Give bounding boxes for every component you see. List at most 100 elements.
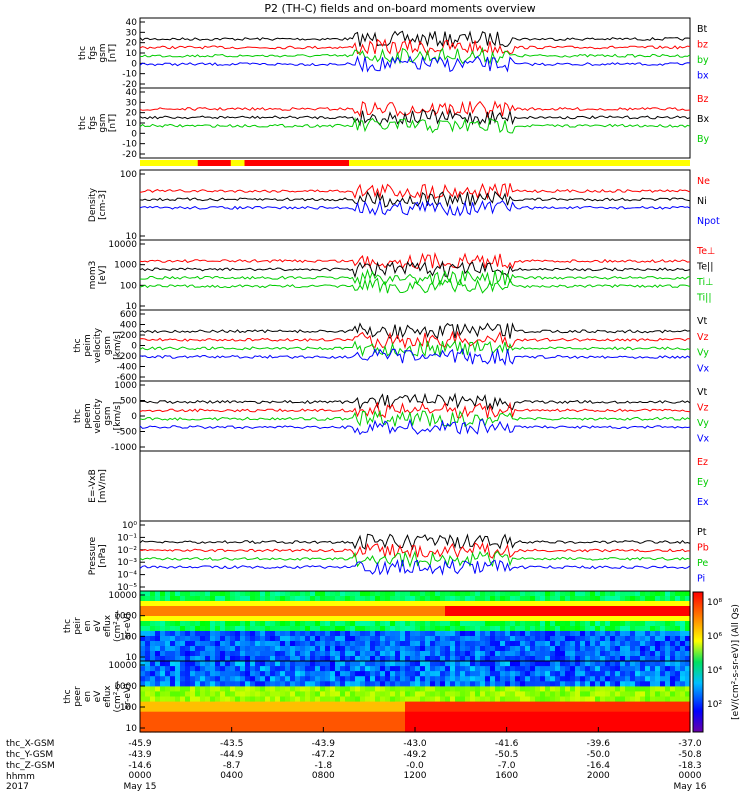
- spectrogram-cell: [585, 716, 591, 723]
- spectrogram-cell: [440, 631, 446, 637]
- spectrogram-cell: [490, 726, 496, 733]
- spectrogram-cell: [215, 716, 221, 723]
- spectrogram-cell: [675, 636, 681, 642]
- spectrogram-cell: [355, 666, 361, 672]
- spectrogram-cell: [335, 686, 341, 693]
- spectrogram-cell: [440, 656, 446, 662]
- spectrogram-cell: [400, 621, 406, 627]
- spectrogram-cell: [295, 716, 301, 723]
- spectrogram-cell: [155, 721, 161, 728]
- spectrogram-cell: [355, 686, 361, 693]
- spectrogram-cell: [485, 591, 491, 597]
- spectrogram-cell: [570, 726, 576, 733]
- spectrogram-cell: [515, 666, 521, 672]
- spectrogram-cell: [510, 666, 516, 672]
- spectrogram-cell: [580, 591, 586, 597]
- spectrogram-cell: [555, 591, 561, 597]
- spectrogram-cell: [435, 601, 441, 607]
- spectrogram-cell: [595, 726, 601, 733]
- spectrogram-cell: [570, 681, 576, 687]
- spectrogram-cell: [165, 671, 171, 677]
- spectrogram-cell: [445, 621, 451, 627]
- indicator-yellow: [140, 160, 690, 166]
- spectrogram-cell: [355, 701, 361, 708]
- spectrogram-cell: [285, 606, 291, 612]
- spectrogram-cell: [275, 706, 281, 713]
- spectrogram-cell: [420, 676, 426, 682]
- spectrogram-cell: [400, 691, 406, 698]
- spectrogram-cell: [560, 671, 566, 677]
- spectrogram-cell: [405, 626, 411, 632]
- spectrogram-cell: [255, 591, 261, 597]
- spectrogram-cell: [495, 716, 501, 723]
- spectrogram-cell: [545, 726, 551, 733]
- spectrogram-cell: [225, 621, 231, 627]
- spectrogram-cell: [540, 681, 546, 687]
- spectrogram-cell: [255, 616, 261, 622]
- spectrogram-cell: [475, 671, 481, 677]
- spectrogram-cell: [440, 591, 446, 597]
- spectrogram-cell: [295, 596, 301, 602]
- spectrogram-cell: [420, 596, 426, 602]
- spectrogram-cell: [660, 716, 666, 723]
- spectrogram-cell: [395, 686, 401, 693]
- spectrogram-cell: [355, 596, 361, 602]
- spectrogram-cell: [350, 716, 356, 723]
- spectrogram-cell: [555, 631, 561, 637]
- spectrogram-cell: [435, 726, 441, 733]
- spectrogram-cell: [335, 671, 341, 677]
- spectrogram-cell: [505, 591, 511, 597]
- spectrogram-cell: [560, 696, 566, 703]
- spectrogram-cell: [620, 611, 626, 617]
- spectrogram-cell: [160, 701, 166, 708]
- spectrogram-cell: [195, 591, 201, 597]
- spectrogram-cell: [180, 681, 186, 687]
- spectrogram-cell: [465, 671, 471, 677]
- spectrogram-cell: [290, 621, 296, 627]
- spectrogram-cell: [350, 616, 356, 622]
- spectrogram-cell: [365, 651, 371, 657]
- spectrogram-cell: [630, 661, 636, 667]
- spectrogram-cell: [310, 621, 316, 627]
- spectrogram-cell: [345, 606, 351, 612]
- spectrogram-cell: [180, 696, 186, 703]
- spectrogram-cell: [580, 666, 586, 672]
- spectrogram-cell: [505, 596, 511, 602]
- spectrogram-cell: [480, 686, 486, 693]
- spectrogram-cell: [375, 601, 381, 607]
- spectrogram-cell: [150, 591, 156, 597]
- spectrogram-cell: [610, 651, 616, 657]
- spectrogram-cell: [160, 651, 166, 657]
- spectrogram-cell: [345, 591, 351, 597]
- spectrogram-cell: [555, 666, 561, 672]
- spectrogram-cell: [460, 646, 466, 652]
- spectrogram-cell: [660, 651, 666, 657]
- spectrogram-cell: [645, 666, 651, 672]
- spectrogram-cell: [410, 691, 416, 698]
- spectrogram-cell: [415, 626, 421, 632]
- spectrogram-cell: [635, 651, 641, 657]
- spectrogram-cell: [575, 616, 581, 622]
- spectrogram-cell: [555, 651, 561, 657]
- spectrogram-cell: [315, 666, 321, 672]
- spectrogram-cell: [675, 711, 681, 718]
- spectrogram-cell: [430, 701, 436, 708]
- spectrogram-cell: [570, 596, 576, 602]
- spectrogram-cell: [360, 596, 366, 602]
- series-line-bx: [139, 108, 691, 127]
- spectrogram-cell: [235, 626, 241, 632]
- spectrogram-cell: [210, 701, 216, 708]
- spectrogram-cell: [395, 646, 401, 652]
- spectrogram-cell: [655, 691, 661, 698]
- spectrogram-cell: [145, 691, 151, 698]
- spectrogram-cell: [390, 591, 396, 597]
- spectrogram-cell: [240, 601, 246, 607]
- spectrogram-cell: [405, 656, 411, 662]
- spectrogram-cell: [170, 716, 176, 723]
- spectrogram-cell: [205, 636, 211, 642]
- spectrogram-cell: [435, 666, 441, 672]
- spectrogram-cell: [605, 681, 611, 687]
- spectrogram-cell: [605, 686, 611, 693]
- spectrogram-cell: [160, 656, 166, 662]
- spectrogram-cell: [325, 706, 331, 713]
